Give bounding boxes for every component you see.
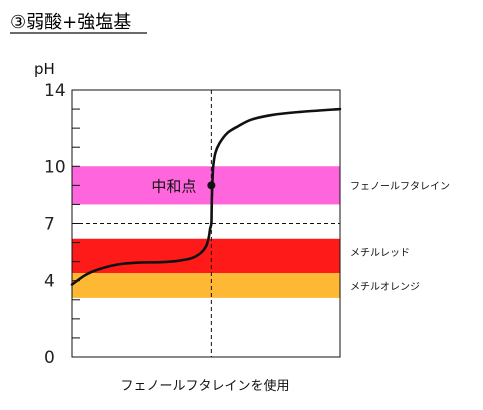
chart-title: ③弱酸+強塩基 (10, 12, 131, 33)
annotations: 中和点 (151, 177, 216, 195)
y-axis-ticks: 0 4 7 10 14 (44, 81, 80, 368)
y-tick-label: 0 (44, 348, 55, 368)
indicator-band-label: メチルオレンジ (350, 281, 420, 293)
equivalence-point-label: 中和点 (151, 177, 196, 195)
indicator-band (72, 273, 340, 298)
series-line (70, 107, 342, 286)
y-axis-label: pH (34, 60, 55, 78)
x-axis-label: フェノールフタレインを使用 (120, 378, 289, 394)
y-tick-label: 4 (44, 272, 55, 292)
titration-curve (70, 107, 342, 286)
indicator-band-label: メチルレッド (350, 247, 410, 259)
y-tick-label: 14 (44, 81, 66, 101)
indicator-band (72, 166, 340, 205)
y-tick-label: 7 (44, 215, 55, 235)
y-tick-label: 10 (44, 157, 66, 177)
guide-lines (72, 90, 340, 357)
equivalence-point-marker (207, 181, 216, 190)
indicator-band-label: フェノールフタレイン (350, 180, 450, 192)
